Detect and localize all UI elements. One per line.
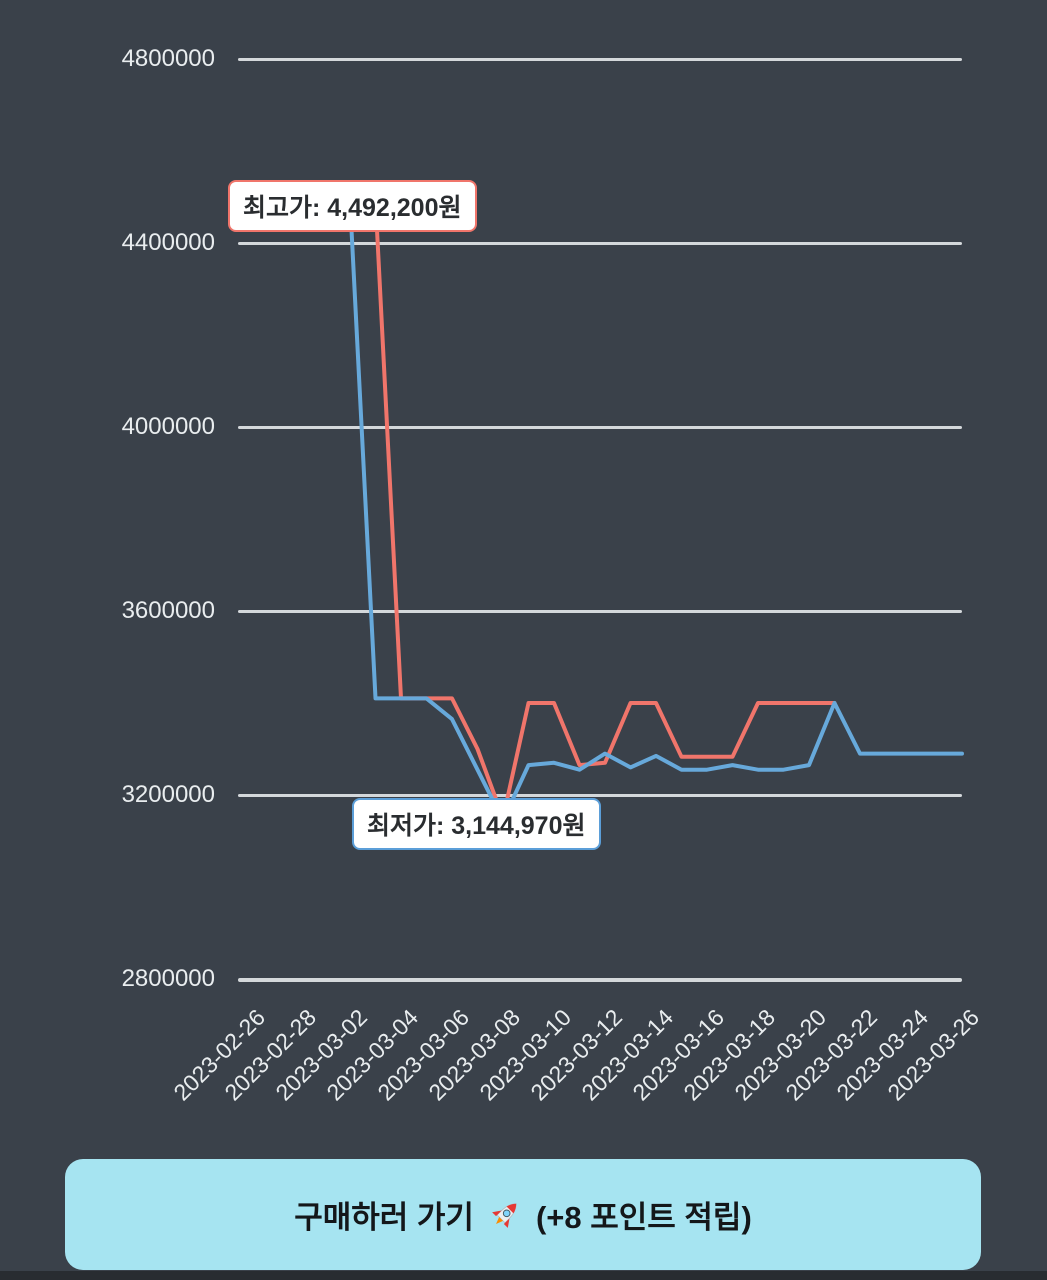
- lowest-price-tooltip: 최저가: 3,144,970원: [352, 798, 601, 850]
- bottom-edge-bar: [0, 1271, 1047, 1280]
- rocket-icon: [486, 1196, 524, 1234]
- highest-price-tooltip: 최고가: 4,492,200원: [228, 180, 477, 232]
- buy-button[interactable]: 구매하러 가기 (+8 포인트 적립): [65, 1159, 981, 1270]
- buy-button-label-prefix: 구매하러 가기: [294, 1200, 474, 1235]
- red-line: [246, 198, 837, 820]
- buy-button-label-suffix: (+8 포인트 적립): [535, 1200, 752, 1235]
- blue-line: [246, 198, 964, 823]
